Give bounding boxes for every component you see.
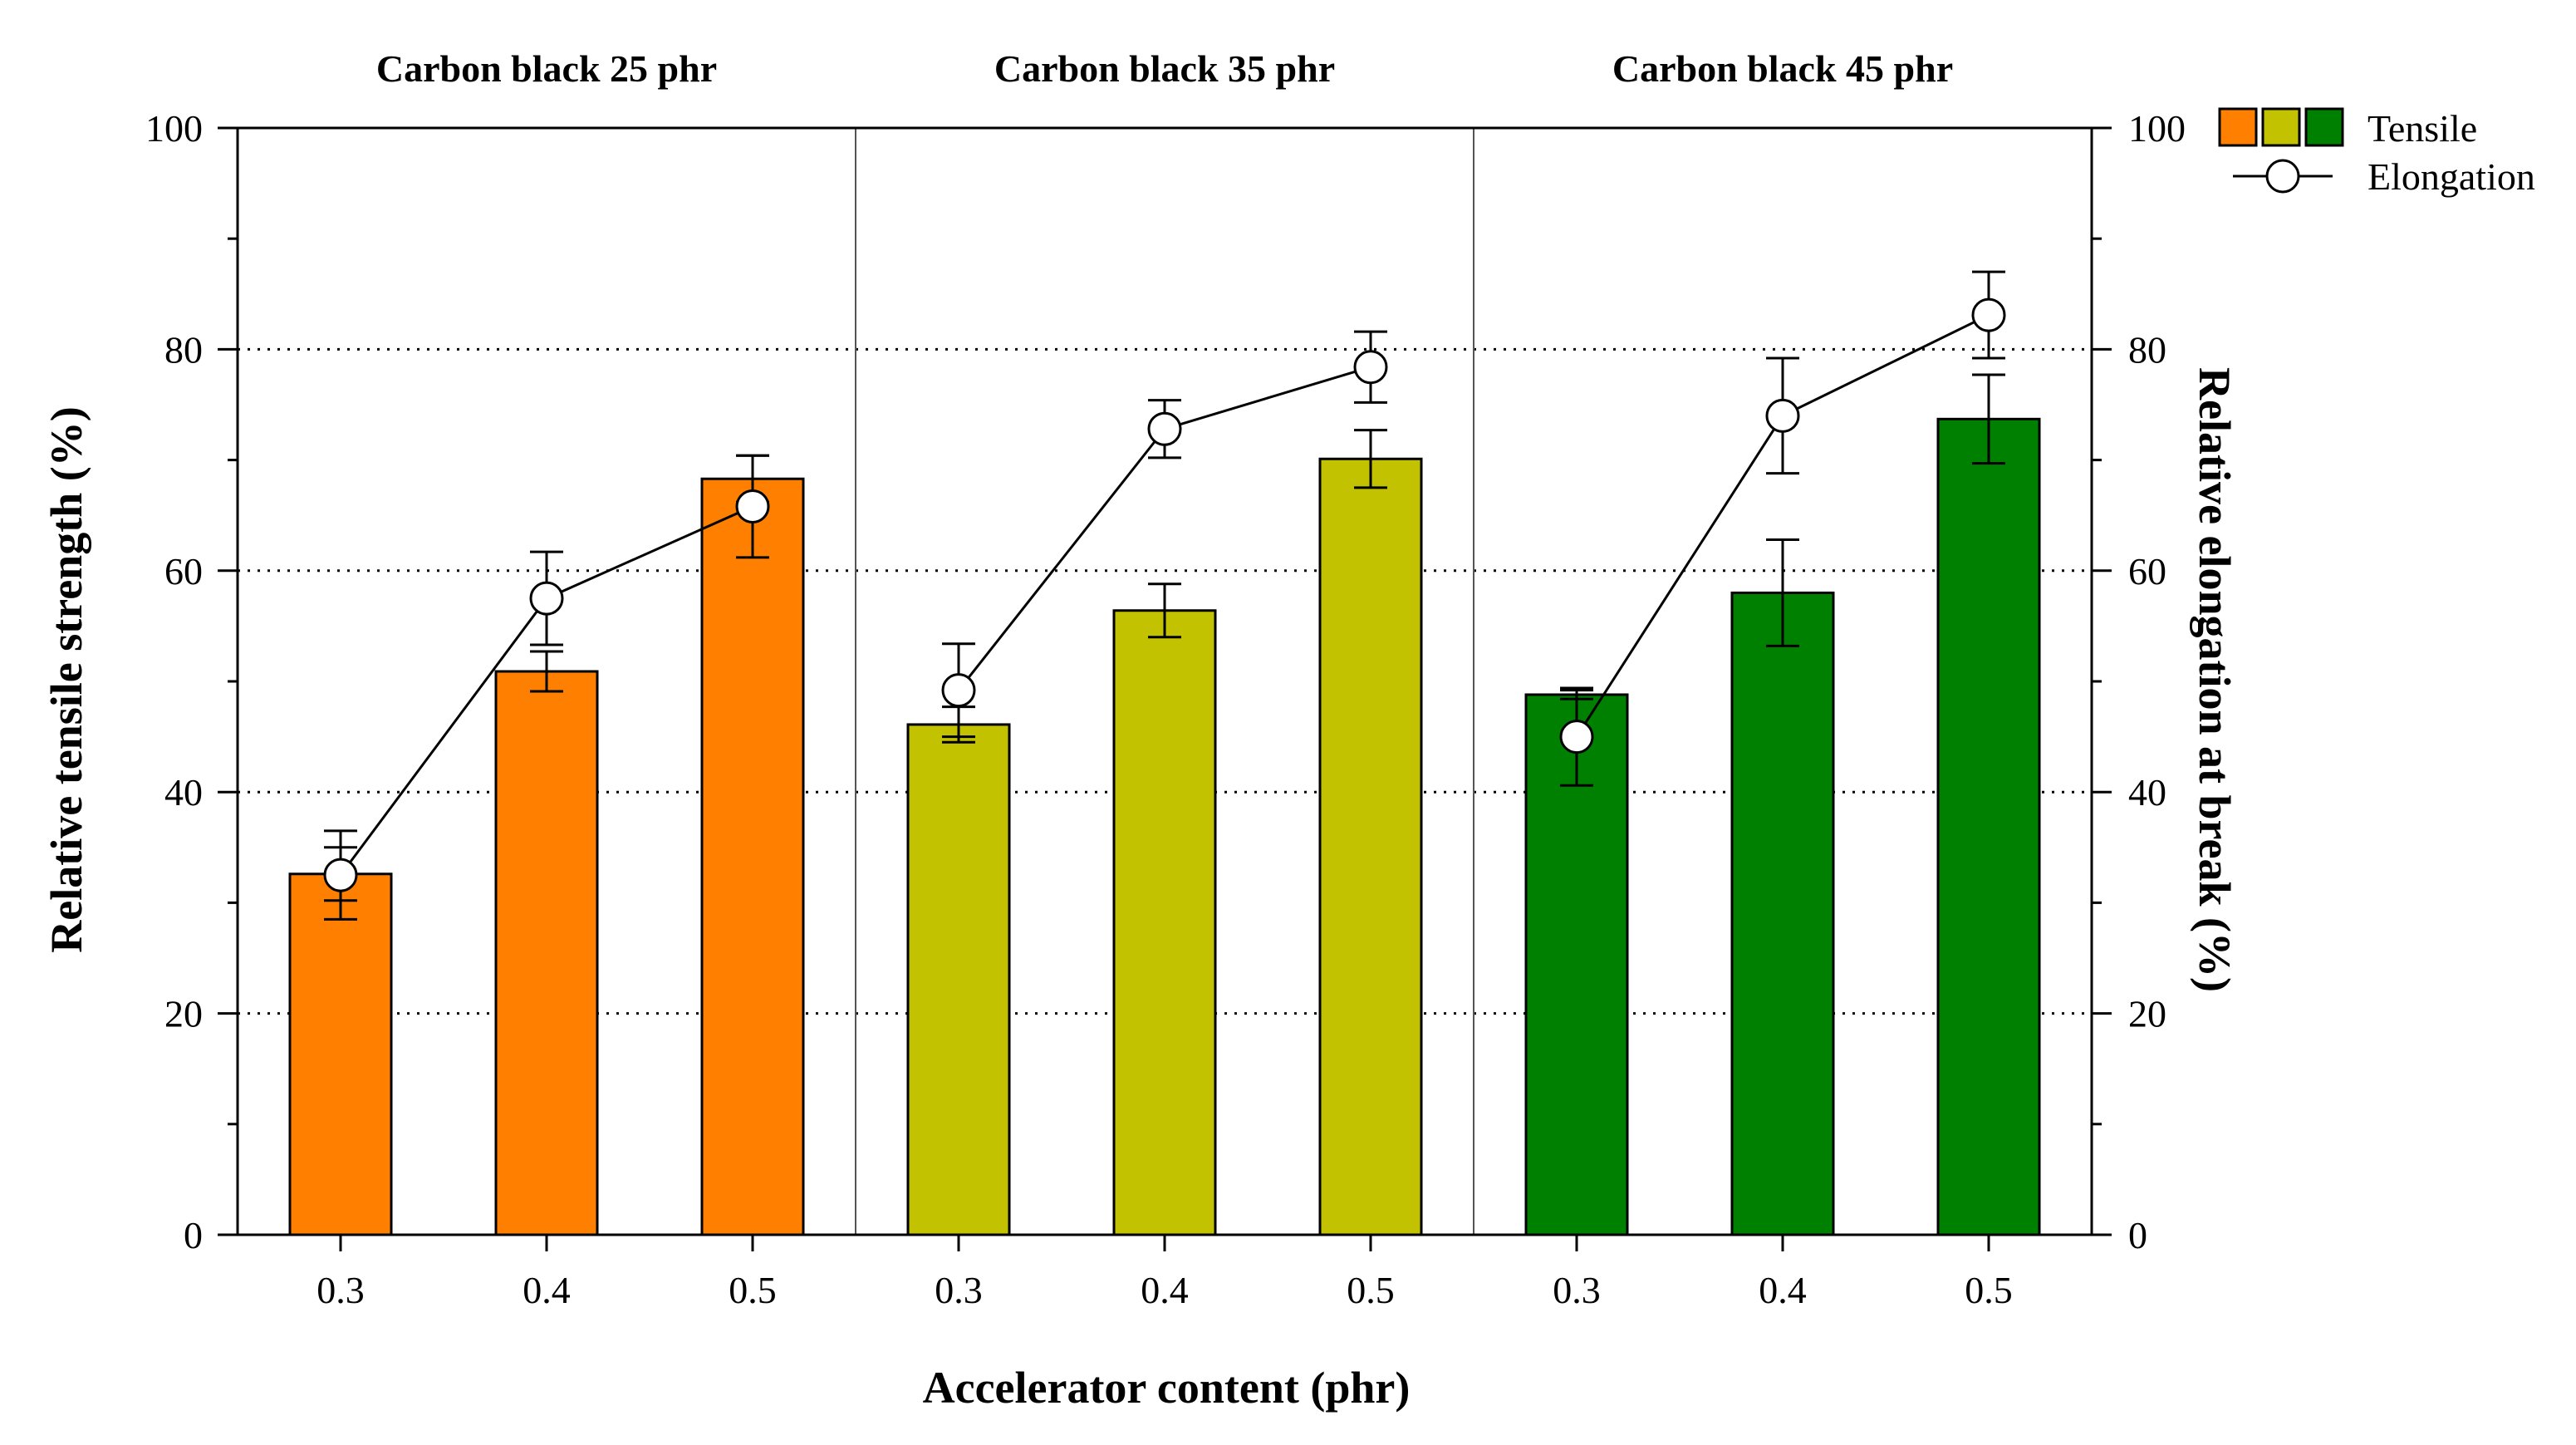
elongation-point-g2-0.3	[941, 673, 976, 708]
x-tick-label-g1-0.5: 0.5	[729, 1269, 777, 1311]
legend-swatch-orange	[2218, 107, 2258, 147]
y2-tick-label-40: 40	[2128, 771, 2166, 813]
y-tick-label-80: 80	[164, 328, 203, 371]
y-tick-label-100: 100	[145, 107, 203, 150]
y2-tick-label-20: 20	[2128, 993, 2166, 1035]
elongation-point-g3-0.4	[1765, 398, 1800, 433]
legend-swatch-green	[2304, 107, 2344, 147]
y2-axis-title: Relative elongation at break (%)	[2190, 367, 2240, 992]
y-tick-label-40: 40	[164, 771, 203, 813]
y2-tick-label-60: 60	[2128, 550, 2166, 592]
y2-tick-label-80: 80	[2128, 328, 2166, 371]
elongation-point-g1-0.3	[323, 858, 358, 892]
group-dividers	[855, 128, 1474, 1235]
bar-g2-0.4	[1112, 609, 1217, 1236]
tensile-error-g1-0.4	[530, 650, 563, 693]
elongation-point-g1-0.5	[735, 489, 770, 524]
y-tick-label-0: 0	[184, 1214, 203, 1256]
legend-swatch-olive	[2261, 107, 2301, 147]
x-axis-title: Accelerator content (phr)	[923, 1363, 1411, 1413]
legend: Tensile Elongation	[2218, 107, 2535, 198]
x-tick-label-g1-0.3: 0.3	[316, 1269, 365, 1311]
legend-label-tensile: Tensile	[2367, 107, 2477, 150]
tensile-error-g2-0.4	[1148, 582, 1181, 639]
bar-g3-0.4	[1730, 591, 1835, 1236]
legend-label-elongation: Elongation	[2367, 155, 2535, 198]
tensile-error-g2-0.5	[1354, 429, 1387, 489]
left-axis-ticks: 0 20 40 60 80 100	[145, 107, 238, 1256]
group-title-2: Carbon black 35 phr	[994, 47, 1335, 90]
bar-g2-0.3	[906, 723, 1011, 1236]
x-tick-label-g3-0.5: 0.5	[1965, 1269, 2013, 1311]
y-axis-title: Relative tensile strength (%)	[42, 406, 91, 952]
y-tick-label-20: 20	[164, 993, 203, 1035]
bar-g1-0.3	[288, 872, 393, 1236]
x-tick-label-g2-0.3: 0.3	[935, 1269, 983, 1311]
elongation-point-g3-0.5	[1971, 297, 2006, 332]
bar-g2-0.5	[1318, 457, 1423, 1236]
group-titles: Carbon black 25 phr Carbon black 35 phr Ca…	[376, 47, 1953, 90]
legend-marker-elongation	[2265, 159, 2300, 194]
tensile-bars	[288, 417, 2041, 1236]
elongation-point-g3-0.3	[1559, 720, 1594, 754]
elongation-point-g2-0.4	[1147, 411, 1182, 446]
bar-g1-0.5	[700, 477, 805, 1236]
right-axis-ticks: 0 20 40 60 80 100	[2092, 107, 2186, 1256]
x-tick-label-g3-0.4: 0.4	[1759, 1269, 1807, 1311]
group-title-3: Carbon black 45 phr	[1612, 47, 1953, 90]
x-tick-label-g2-0.5: 0.5	[1347, 1269, 1395, 1311]
y2-tick-label-0: 0	[2128, 1214, 2147, 1256]
elongation-point-g1-0.4	[529, 581, 564, 616]
y-tick-label-60: 60	[164, 550, 203, 592]
group-title-1: Carbon black 25 phr	[376, 47, 717, 90]
elongation-points	[323, 297, 2006, 892]
x-axis-ticks: 0.3 0.4 0.5 0.3 0.4 0.5 0.3 0.4 0.5	[316, 1235, 2013, 1311]
y2-tick-label-100: 100	[2128, 107, 2186, 150]
bar-g1-0.4	[494, 670, 599, 1236]
x-tick-label-g2-0.4: 0.4	[1141, 1269, 1189, 1311]
x-tick-label-g1-0.4: 0.4	[523, 1269, 571, 1311]
tensile-error-g3-0.4	[1766, 538, 1799, 647]
bar-g3-0.5	[1936, 417, 2041, 1236]
x-tick-label-g3-0.3: 0.3	[1553, 1269, 1601, 1311]
tensile-error-g3-0.5	[1972, 373, 2005, 465]
elongation-point-g2-0.5	[1353, 350, 1388, 385]
